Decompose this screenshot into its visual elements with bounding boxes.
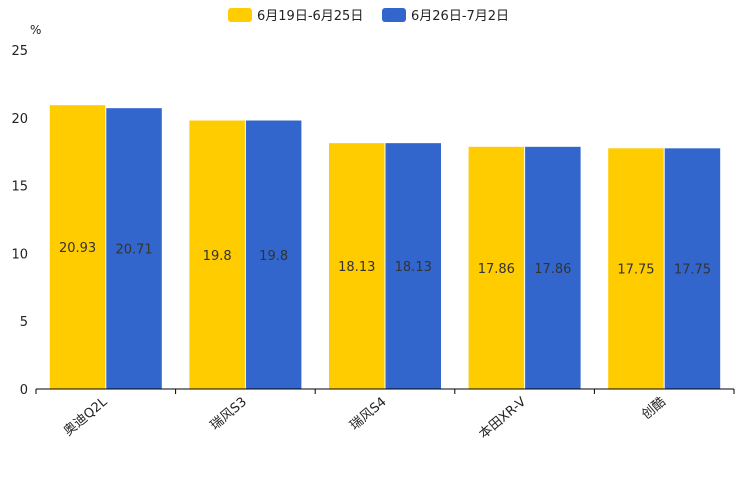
data-label-series1-1: 19.8	[203, 249, 232, 264]
legend-swatch-series1	[228, 8, 252, 22]
x-tick-label: 创酷	[639, 395, 669, 423]
y-tick-label: 10	[11, 247, 28, 262]
x-axis: 奥迪Q2L 瑞风S3 瑞风S4 本田XR-V 创酷	[35, 388, 735, 443]
legend-label-series1: 6月19日-6月25日	[257, 9, 363, 24]
legend-label-series2: 6月26日-7月2日	[411, 9, 509, 24]
bar-series2-0	[106, 108, 162, 390]
bar-series2-1	[245, 120, 302, 390]
data-label-series2-1: 19.8	[259, 249, 288, 264]
data-label-series1-4: 17.75	[617, 263, 654, 278]
x-tick-label: 奥迪Q2L	[61, 394, 111, 439]
y-tick-label: 0	[20, 383, 28, 398]
y-tick-label: 15	[11, 180, 28, 195]
bar-series2-4	[664, 148, 721, 389]
y-tick-label: 20	[11, 112, 28, 127]
bar-series1-1	[189, 120, 245, 390]
data-label-series2-2: 18.13	[395, 260, 432, 275]
y-tick-label: 25	[11, 44, 28, 59]
y-axis: 0 5 10 15 20 25	[11, 44, 28, 398]
bar-series1-3	[468, 146, 525, 389]
data-label-series2-3: 17.86	[534, 262, 571, 277]
data-label-series1-3: 17.86	[478, 262, 515, 277]
x-tick-label: 本田XR-V	[476, 395, 529, 443]
bars: 20.93 20.71 19.8 19.8 18.13 18.13 17.86 17.86 17…	[49, 105, 721, 390]
y-axis-unit-label: %	[30, 23, 41, 37]
x-tick-label: 瑞风S4	[347, 395, 389, 434]
y-tick-label: 5	[20, 315, 28, 330]
bar-series2-3	[525, 146, 581, 389]
bar-series1-4	[608, 148, 664, 389]
legend-swatch-series2	[382, 8, 406, 22]
bar-series1-0	[49, 105, 106, 389]
legend: 6月19日-6月25日 6月26日-7月2日	[228, 8, 509, 24]
data-label-series2-4: 17.75	[674, 263, 711, 278]
bar-series2-2	[385, 143, 441, 389]
data-label-series2-0: 20.71	[115, 243, 152, 258]
data-label-series1-2: 18.13	[338, 260, 375, 275]
bar-series1-2	[329, 143, 385, 389]
data-label-series1-0: 20.93	[59, 241, 96, 256]
x-tick-label: 瑞风S3	[208, 395, 250, 434]
